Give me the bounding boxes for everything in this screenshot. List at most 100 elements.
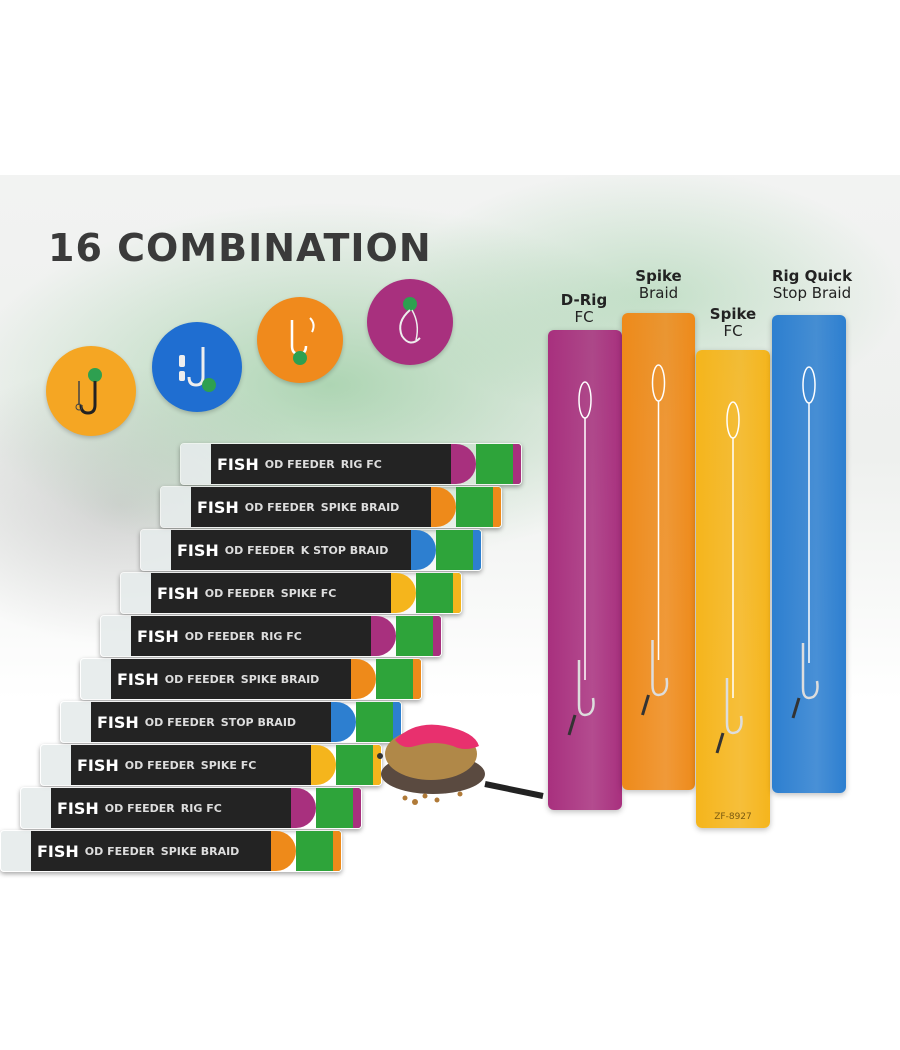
pack-label-band bbox=[71, 745, 311, 785]
rig-label: D-Rig FC bbox=[548, 292, 620, 326]
pack-header bbox=[81, 659, 111, 699]
pack-brand: FISH bbox=[197, 497, 239, 517]
pack-text: FISH OD FEEDER STOP BRAID bbox=[97, 702, 302, 742]
pack-brand: FISH bbox=[77, 755, 119, 775]
pack-line: OD FEEDER bbox=[224, 543, 295, 557]
rig-card bbox=[548, 330, 622, 810]
pack-accent bbox=[431, 487, 456, 527]
swivel-hook-icon bbox=[152, 322, 242, 412]
rig-name: Rig Quick bbox=[771, 267, 853, 285]
pack-line: OD FEEDER bbox=[84, 844, 155, 858]
rig-line-icon bbox=[715, 401, 743, 754]
rig-pack: FISH OD FEEDER SPIKE BRAID bbox=[160, 486, 502, 528]
pack-text: FISH OD FEEDER K STOP BRAID bbox=[177, 530, 394, 570]
pack-type: RIG FC bbox=[260, 629, 302, 643]
rig-pack: FISH OD FEEDER SPIKE FC bbox=[120, 572, 462, 614]
pack-header bbox=[41, 745, 71, 785]
pack-line: OD FEEDER bbox=[264, 457, 335, 471]
pack-text: FISH OD FEEDER SPIKE BRAID bbox=[37, 831, 245, 871]
pack-brand: FISH bbox=[57, 798, 99, 818]
rig-pack: FISH OD FEEDER RIG FC bbox=[180, 443, 522, 485]
rig-label: Rig Quick Stop Braid bbox=[762, 268, 862, 302]
pack-brand: FISH bbox=[137, 626, 179, 646]
pack-header bbox=[1, 831, 31, 871]
pack-edge bbox=[513, 444, 521, 484]
pack-label-band bbox=[211, 444, 451, 484]
product-code: ZF-8927 bbox=[714, 812, 752, 822]
pack-type: K STOP BRAID bbox=[300, 543, 389, 557]
pack-label-band bbox=[31, 831, 271, 871]
rig-pack: FISH OD FEEDER K STOP BRAID bbox=[140, 529, 482, 571]
pack-header bbox=[101, 616, 131, 656]
rig-type: Braid bbox=[638, 284, 679, 302]
pack-header bbox=[161, 487, 191, 527]
rig-pack: FISH OD FEEDER RIG FC bbox=[100, 615, 442, 657]
pack-accent bbox=[391, 573, 416, 613]
pack-line: OD FEEDER bbox=[244, 500, 315, 514]
pack-accent bbox=[311, 745, 336, 785]
rig-label: Spike FC bbox=[696, 306, 770, 340]
pack-edge bbox=[473, 530, 481, 570]
pack-type: SPIKE FC bbox=[200, 758, 257, 772]
pack-header bbox=[61, 702, 91, 742]
pack-label-band bbox=[91, 702, 331, 742]
rig-card bbox=[772, 315, 846, 793]
rig-pack: FISH OD FEEDER RIG FC bbox=[20, 787, 362, 829]
pack-accent bbox=[271, 831, 296, 871]
pack-accent bbox=[411, 530, 436, 570]
page-title: 16 COMBINATION bbox=[48, 226, 432, 270]
rig-pack: FISH OD FEEDER STOP BRAID bbox=[60, 701, 402, 743]
pack-header bbox=[121, 573, 151, 613]
rig-card bbox=[622, 313, 695, 790]
rig-type: FC bbox=[574, 308, 594, 326]
pack-label-band bbox=[111, 659, 351, 699]
loop-hook-icon bbox=[367, 279, 453, 365]
rig-type: Stop Braid bbox=[772, 284, 852, 302]
pack-line: OD FEEDER bbox=[164, 672, 235, 686]
pack-label-band bbox=[151, 573, 391, 613]
pack-line: OD FEEDER bbox=[184, 629, 255, 643]
pack-line: OD FEEDER bbox=[104, 801, 175, 815]
rig-name: Spike bbox=[635, 267, 682, 285]
pack-type: STOP BRAID bbox=[220, 715, 297, 729]
pack-text: FISH OD FEEDER SPIKE FC bbox=[157, 573, 342, 613]
pack-header bbox=[141, 530, 171, 570]
pack-accent bbox=[351, 659, 376, 699]
rig-label: Spike Braid bbox=[622, 268, 695, 302]
pack-text: FISH OD FEEDER SPIKE BRAID bbox=[197, 487, 405, 527]
pack-brand: FISH bbox=[37, 841, 79, 861]
pack-accent bbox=[291, 788, 316, 828]
hook-bead-icon bbox=[46, 346, 136, 436]
rig-name: D-Rig bbox=[560, 291, 608, 309]
pack-brand: FISH bbox=[157, 583, 199, 603]
pack-type: SPIKE BRAID bbox=[160, 844, 240, 858]
pack-label-band bbox=[51, 788, 291, 828]
pack-accent bbox=[331, 702, 356, 742]
pack-brand: FISH bbox=[97, 712, 139, 732]
pack-edge bbox=[373, 745, 381, 785]
pack-edge bbox=[493, 487, 501, 527]
pack-accent bbox=[451, 444, 476, 484]
pack-edge bbox=[433, 616, 441, 656]
rig-card: ZF-8927 bbox=[696, 350, 770, 828]
pack-line: OD FEEDER bbox=[124, 758, 195, 772]
rig-pack: FISH OD FEEDER SPIKE BRAID bbox=[0, 830, 342, 872]
rig-line-icon bbox=[641, 364, 669, 716]
pack-text: FISH OD FEEDER RIG FC bbox=[137, 616, 308, 656]
pack-line: OD FEEDER bbox=[144, 715, 215, 729]
pack-text: FISH OD FEEDER SPIKE FC bbox=[77, 745, 262, 785]
pack-label-band bbox=[171, 530, 411, 570]
pack-text: FISH OD FEEDER RIG FC bbox=[57, 788, 228, 828]
method-feeder-image bbox=[375, 716, 545, 806]
pack-text: FISH OD FEEDER RIG FC bbox=[217, 444, 388, 484]
double-hook-icon bbox=[257, 297, 343, 383]
pack-edge bbox=[353, 788, 361, 828]
pack-brand: FISH bbox=[217, 454, 259, 474]
pack-brand: FISH bbox=[177, 540, 219, 560]
pack-text: FISH OD FEEDER SPIKE BRAID bbox=[117, 659, 325, 699]
pack-edge bbox=[393, 702, 401, 742]
pack-type: SPIKE BRAID bbox=[320, 500, 400, 514]
pack-header bbox=[181, 444, 211, 484]
pack-label-band bbox=[191, 487, 431, 527]
rig-line-icon bbox=[567, 381, 595, 736]
